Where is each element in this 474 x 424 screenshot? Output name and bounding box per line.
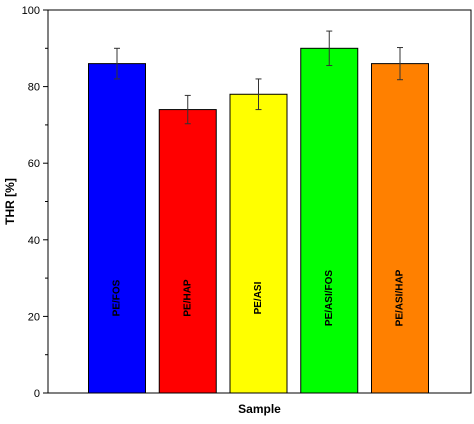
error-bars-group (114, 30, 403, 125)
bar-category-label: PE/ASI/HAP (395, 269, 406, 326)
y-axis: 0 20 40 60 80 100 (22, 5, 48, 400)
bar-pe-asi (229, 93, 288, 394)
bar-pe-fos (88, 63, 146, 394)
bar-category-label: PE/ASI (253, 281, 264, 314)
bar-pe-hap (158, 109, 217, 394)
bar-pe-asi-hap (371, 63, 429, 394)
y-tick-label: 40 (28, 235, 40, 247)
y-tick-label: 100 (22, 5, 40, 17)
bar-category-label: PE/HAP (182, 279, 193, 317)
y-tick-label: 60 (28, 158, 40, 170)
bar-category-label: PE/FOS (112, 279, 123, 316)
x-axis-title: Sample (238, 402, 281, 416)
bar-labels-group: PE/FOS PE/HAP PE/ASI PE/ASI/FOS PE/ASI/HAP (112, 269, 406, 326)
y-tick-label: 20 (28, 311, 40, 323)
y-axis-title: THR [%] (3, 178, 17, 225)
y-tick-label: 80 (28, 82, 40, 94)
bar-pe-asi-fos (300, 47, 359, 394)
bars-group (88, 47, 429, 394)
y-tick-label: 0 (34, 388, 40, 400)
bar-category-label: PE/ASI/FOS (324, 270, 335, 326)
